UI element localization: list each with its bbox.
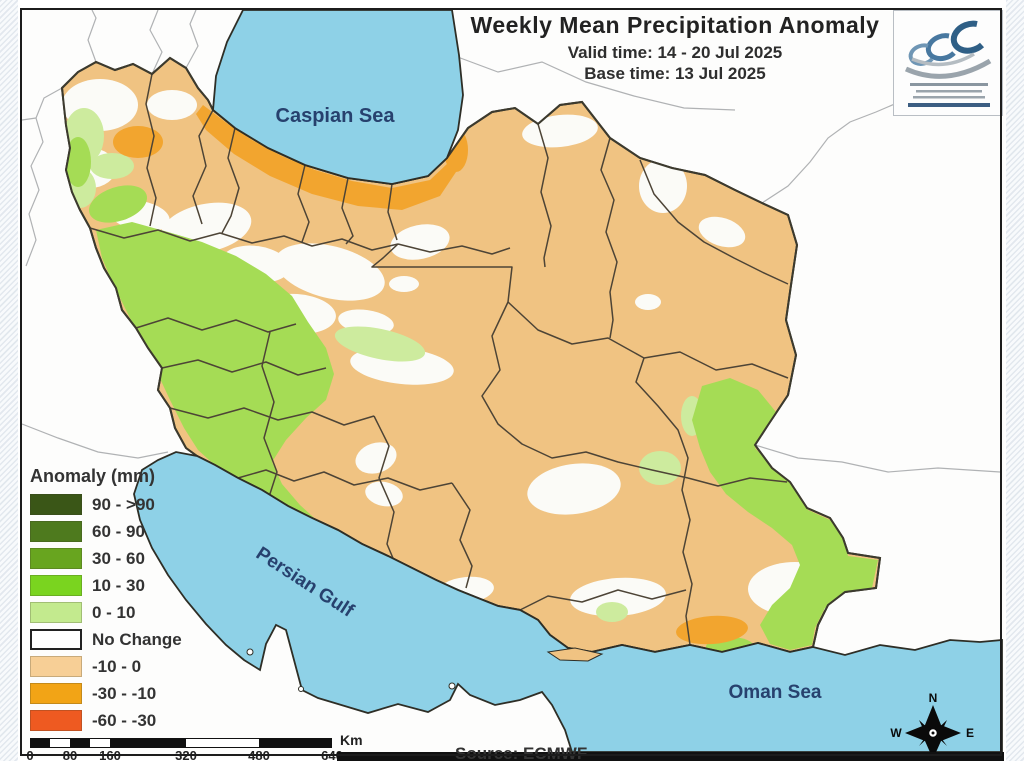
gulf-islands: [246, 647, 604, 692]
compass-rose: [905, 705, 961, 759]
legend-swatch-minus60-minus30: [30, 710, 82, 731]
country-borders: [21, 9, 1001, 473]
qeshm-island: [546, 647, 604, 662]
legend-swatch-30-60: [30, 548, 82, 569]
province-borders: [89, 73, 789, 646]
legend-label: 60 - 90: [92, 521, 145, 541]
legend-label: -30 - -10: [92, 683, 157, 703]
border-afghanistan-pakistan: [754, 444, 1001, 473]
compass-north-label: N: [928, 691, 938, 705]
border-iraq-turkey: [25, 87, 63, 267]
map-header: Weekly Mean Precipitation Anomaly Valid …: [430, 12, 920, 84]
legend-label: 10 - 30: [92, 575, 145, 595]
base-time-text: Base time: 13 Jul 2025: [584, 64, 766, 83]
border-azerbaijan: [185, 9, 199, 69]
page-edge-texture-right: [1006, 0, 1024, 761]
legend-swatch-minus10-0: [30, 656, 82, 677]
legend-swatch-10-30: [30, 575, 82, 596]
meteo-swirl-logo-icon: [904, 20, 992, 107]
valid-time-text: Valid time: 14 - 20 Jul 2025: [567, 43, 783, 62]
legend-label: -60 - -30: [92, 710, 157, 730]
legend-swatch-60-90: [30, 521, 82, 542]
page-edge-texture-left: [0, 0, 18, 761]
compass-east-label: E: [965, 726, 975, 740]
border-turkey-north: [87, 9, 97, 63]
legend-row: 0 - 10: [30, 599, 182, 626]
legend-row: 60 - 90: [30, 518, 182, 545]
legend-label: 30 - 60: [92, 548, 145, 568]
source-attribution: Source: ECMWF: [455, 744, 588, 763]
border-armenia: [149, 9, 163, 75]
legend-row: 10 - 30: [30, 572, 182, 599]
scale-segment: [259, 738, 332, 748]
border-iraq-kuwait: [21, 423, 169, 459]
scale-segment: [50, 738, 70, 748]
border-turkmenistan: [454, 55, 736, 111]
scale-unit-label: Km: [340, 732, 363, 748]
page-title: Weekly Mean Precipitation Anomaly: [470, 12, 880, 38]
legend-row: -30 - -10: [30, 680, 182, 707]
scale-segment: [70, 738, 90, 748]
legend-swatch-90-gt90: [30, 494, 82, 515]
map-frame-bottom-edge: [337, 752, 1004, 761]
scale-segment: [110, 738, 186, 748]
caspian-coast-orange-band: [196, 105, 456, 210]
org-logo: [893, 10, 1003, 116]
legend-label: -10 - 0: [92, 656, 142, 676]
legend-title: Anomaly (mm): [30, 466, 156, 486]
anomaly-patches: [62, 73, 878, 652]
caspian-sea-label: Caspian Sea: [276, 105, 396, 127]
border-line: [21, 117, 37, 121]
zagros-green-region: [96, 222, 355, 560]
oman-sea-label: Oman Sea: [729, 682, 822, 703]
compass-west-label: W: [890, 726, 902, 740]
legend-row: No Change: [30, 626, 182, 653]
scale-segment: [30, 738, 50, 748]
legend-row: -10 - 0: [30, 653, 182, 680]
island: [298, 686, 304, 692]
anomaly-0-10-patches: [64, 108, 703, 622]
island: [448, 682, 456, 690]
legend-row: -60 - -30: [30, 707, 182, 734]
legend-row: 30 - 60: [30, 545, 182, 572]
island: [246, 648, 254, 656]
legend-label: 90 - >90: [92, 494, 155, 514]
legend-swatch-no-change: [30, 629, 82, 650]
legend-label: 0 - 10: [92, 602, 136, 622]
scale-segment: [186, 738, 259, 748]
legend-row: 90 - >90: [30, 491, 182, 518]
anomaly-10-30-patches: [65, 137, 878, 652]
legend-swatch-0-10: [30, 602, 82, 623]
scale-segment: [90, 738, 110, 748]
southeast-green-region: [692, 378, 878, 650]
legend-label: No Change: [92, 629, 182, 649]
legend-swatch-minus30-minus10: [30, 683, 82, 704]
anomaly-legend: Anomaly (mm) 90 - >90 60 - 90 30 - 60 10…: [30, 466, 182, 734]
caspian-sea: [212, 9, 464, 185]
